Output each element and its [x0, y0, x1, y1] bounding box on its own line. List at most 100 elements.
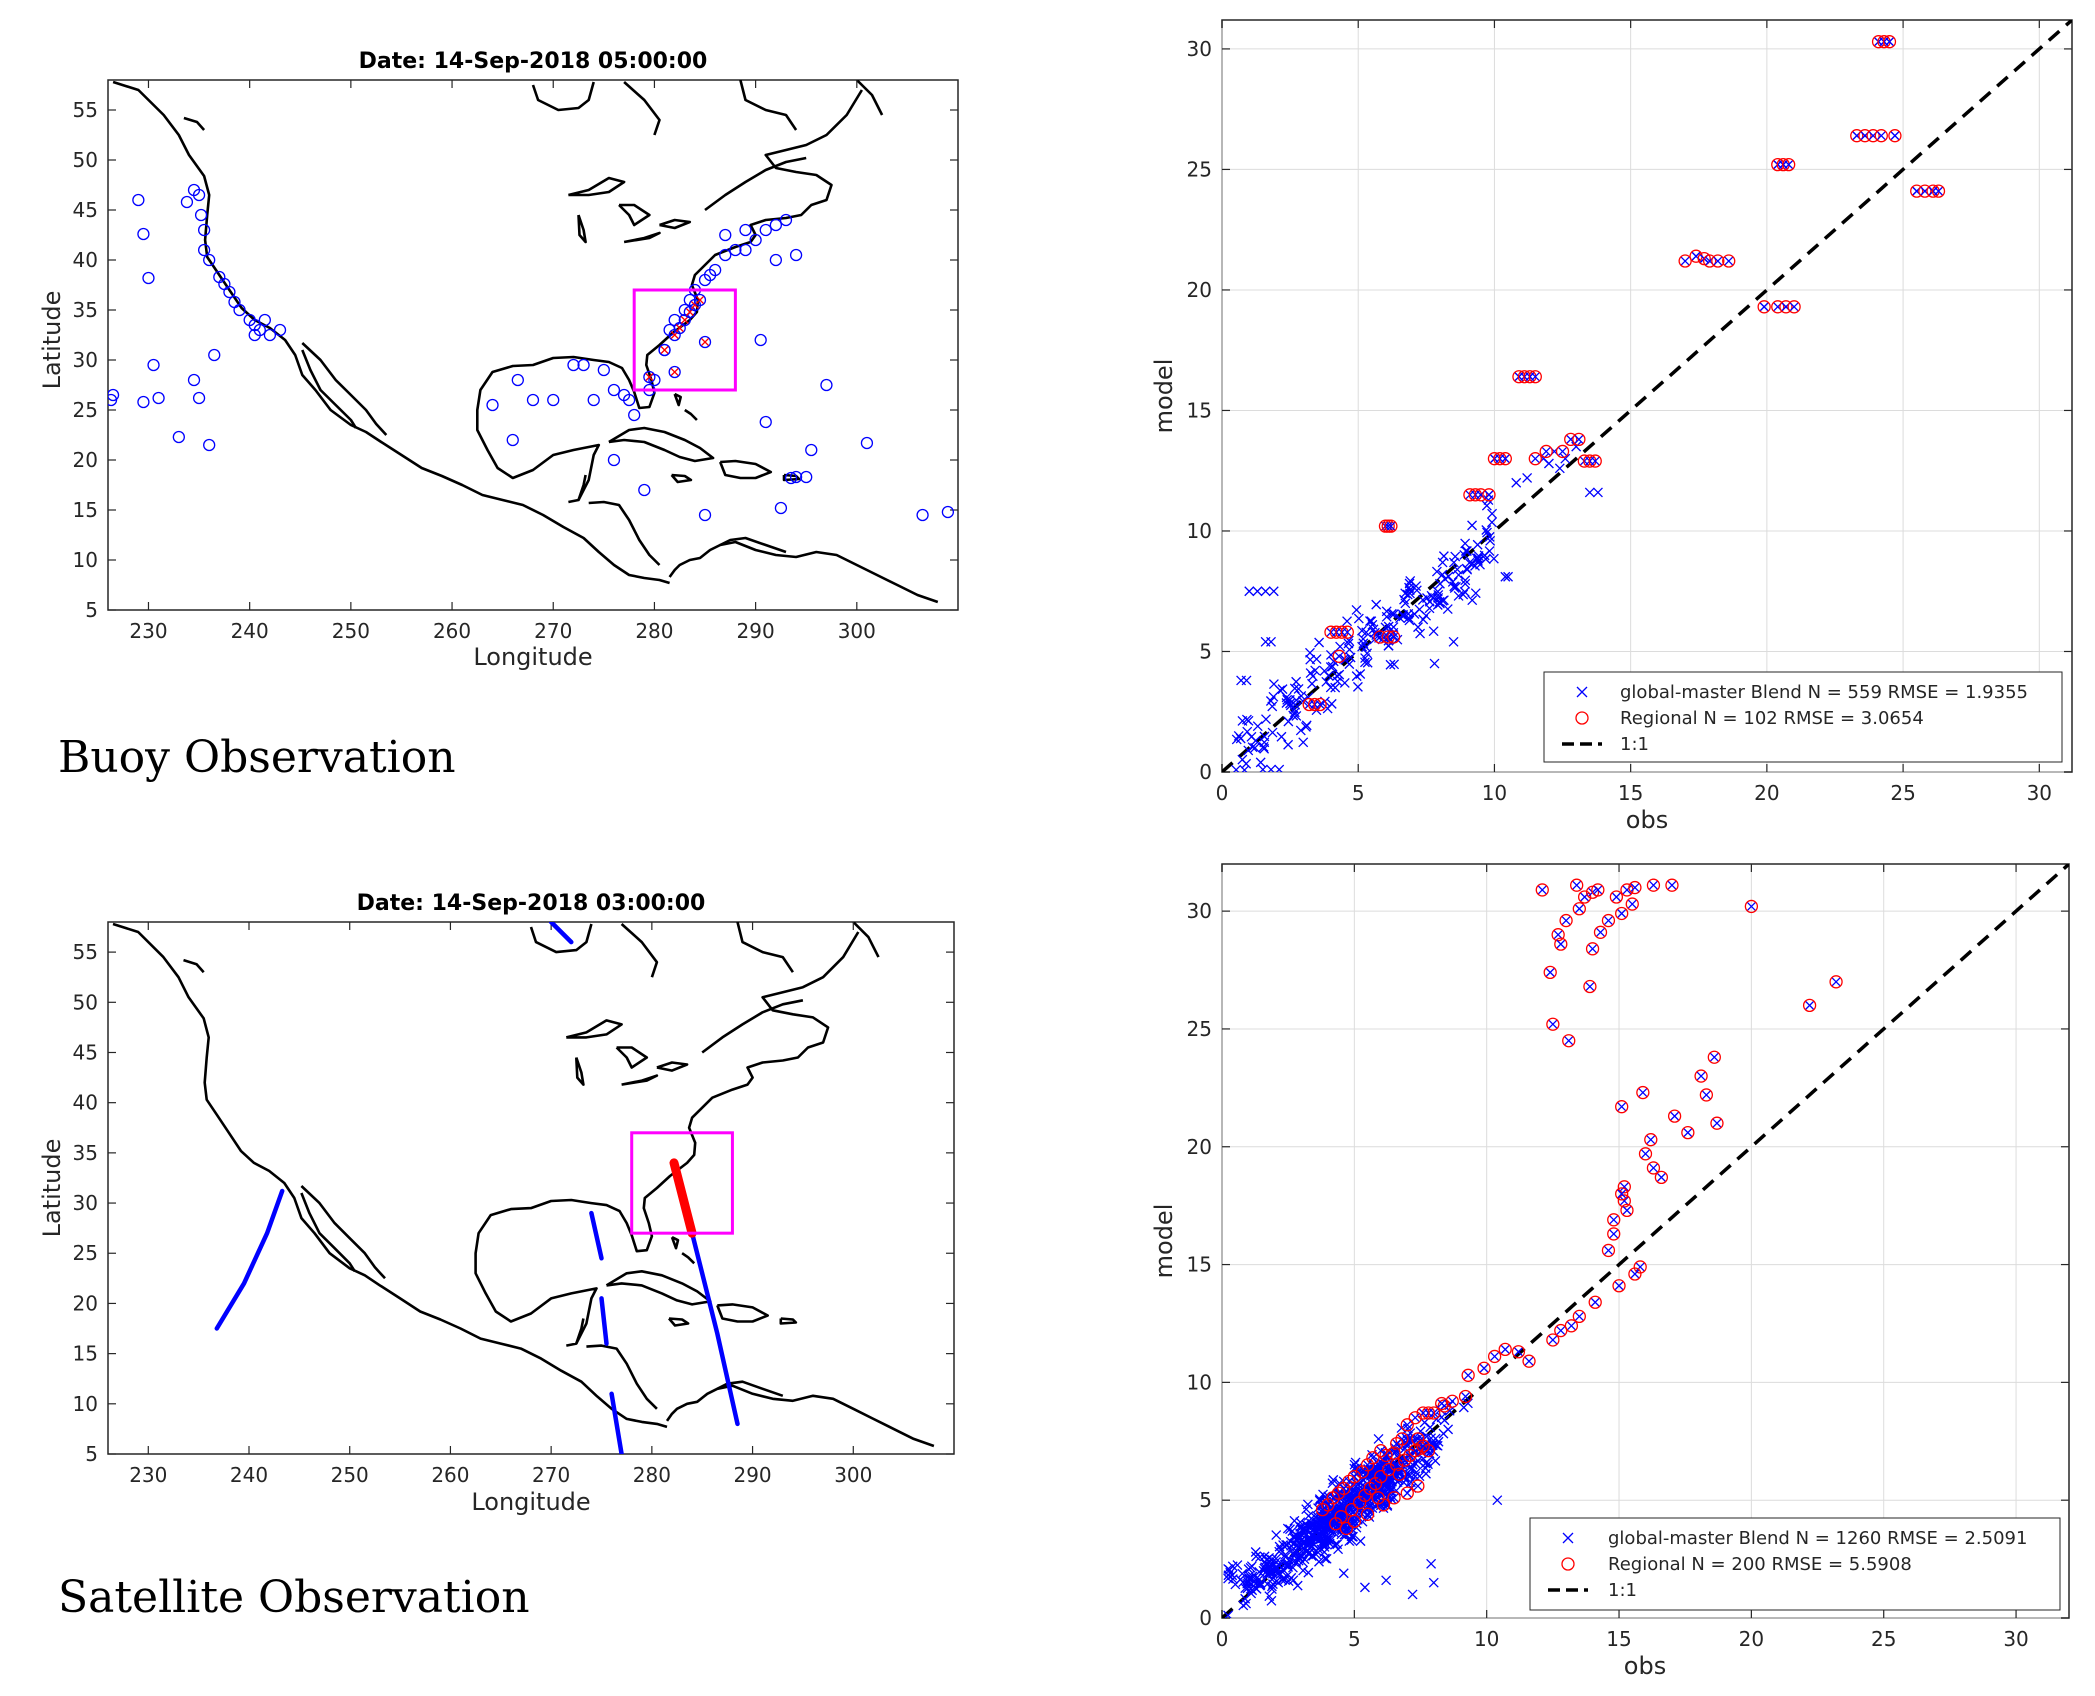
global-point [1314, 1515, 1325, 1526]
coastline-segment [718, 459, 773, 480]
buoy-map-points [108, 183, 955, 522]
global-point [1279, 1574, 1290, 1585]
regional-point [1591, 883, 1605, 897]
coastline-segment [684, 408, 698, 421]
regional-point [1564, 432, 1578, 447]
global-point [1421, 1468, 1431, 1479]
buoy-map-title: Date: 14-Sep-2018 05:00:00 [359, 49, 708, 74]
global-buoy-marker [197, 223, 211, 237]
regional-point [1373, 630, 1387, 644]
x-tick-label: 290 [733, 1463, 771, 1487]
global-buoy-marker [800, 470, 813, 484]
y-tick-label: 0 [1199, 760, 1212, 784]
x-tick-label: 290 [737, 619, 775, 643]
global-point [1315, 1531, 1326, 1542]
regional-point [1332, 649, 1346, 663]
global-point [1450, 551, 1461, 562]
global-buoy-marker [759, 415, 772, 429]
global-buoy-marker [708, 263, 722, 277]
global-point [1328, 1474, 1339, 1485]
satellite-scatter-y-ticks: 0 5 10 15 20 25 30 [1187, 899, 2069, 1630]
coastline-segment [716, 1380, 784, 1398]
global-buoy-marker [223, 285, 236, 299]
y-tick-label: 25 [1187, 157, 1212, 181]
regional-global-point [1383, 1464, 1394, 1475]
global-point [1250, 742, 1260, 753]
x-tick-label: 300 [838, 619, 876, 643]
global-point [1448, 557, 1459, 568]
global-buoy-marker [789, 248, 803, 262]
global-point [1481, 500, 1492, 511]
global-point [1301, 720, 1312, 731]
coastline-segment [621, 1074, 659, 1086]
global-point [1241, 675, 1252, 686]
regional-point [1386, 630, 1401, 644]
global-buoy-marker [784, 471, 798, 485]
regional-point [1562, 1034, 1576, 1048]
global-buoy-marker [197, 243, 211, 257]
global-point [1246, 731, 1257, 742]
regional-global-point [1545, 967, 1556, 978]
global-buoy-marker [273, 323, 287, 337]
regional-buoy-global-marker [693, 293, 707, 307]
regional-point [1384, 519, 1398, 533]
regional-point [1546, 1333, 1560, 1347]
regional-global-point [1566, 1320, 1577, 1331]
global-point [1338, 1568, 1349, 1579]
buoy-scatter-xlabel: obs [1626, 806, 1668, 834]
global-point [1435, 578, 1445, 589]
global-point [1298, 737, 1309, 748]
regional-point [1482, 488, 1496, 502]
global-point [1288, 1556, 1299, 1567]
regional-point [1435, 1396, 1449, 1411]
satellite-scatter-xlabel: obs [1624, 1652, 1666, 1680]
global-point [1388, 609, 1399, 619]
regional-global-point [1590, 456, 1601, 467]
coastline-segment [608, 426, 715, 463]
regional-point [1559, 913, 1573, 928]
regional-point [1498, 1342, 1512, 1357]
global-point [1312, 1543, 1323, 1554]
regional-global-point [1537, 884, 1548, 895]
global-point [1383, 621, 1394, 632]
global-buoy-marker [258, 313, 271, 327]
global-point [1403, 612, 1414, 623]
regional-point [1882, 35, 1897, 49]
global-point [1584, 487, 1595, 498]
regional-global-point [1656, 1172, 1667, 1183]
regional-global-point [1701, 1089, 1712, 1100]
x-tick-label: 230 [129, 619, 167, 643]
regional-point [1787, 300, 1801, 314]
y-tick-label: 50 [73, 148, 98, 172]
global-buoy-marker [607, 453, 621, 467]
global-buoy-marker [668, 313, 681, 327]
buoy-scatter-x-ticks: 0 5 10 15 20 25 30 [1216, 20, 2052, 805]
regional-global-point [1328, 1492, 1339, 1503]
regional-buoy-marker [696, 296, 704, 304]
regional-point [1779, 300, 1793, 314]
global-point [1460, 575, 1471, 586]
legend-regional-symbol [1561, 1557, 1575, 1571]
coastline-segment [673, 392, 682, 407]
regional-global-point [1603, 1245, 1614, 1256]
global-point [1482, 527, 1492, 538]
global-point [1439, 1415, 1450, 1426]
regional-point [1757, 300, 1771, 314]
y-tick-label: 55 [73, 98, 98, 122]
y-tick-label: 20 [73, 448, 98, 472]
global-buoy-marker [506, 433, 519, 447]
global-point [1431, 1440, 1442, 1451]
global-buoy-marker [142, 271, 155, 285]
global-point [1362, 648, 1373, 659]
global-point [1252, 586, 1263, 597]
global-point [1353, 613, 1364, 624]
regional-point [1374, 1444, 1388, 1458]
global-point [1227, 1570, 1238, 1581]
global-buoy-marker [769, 253, 783, 267]
regional-point [1570, 878, 1584, 892]
coastline-segment [782, 473, 801, 482]
regional-global-point [1500, 1344, 1511, 1355]
global-point [1405, 588, 1415, 599]
coastline-segment [701, 999, 804, 1054]
